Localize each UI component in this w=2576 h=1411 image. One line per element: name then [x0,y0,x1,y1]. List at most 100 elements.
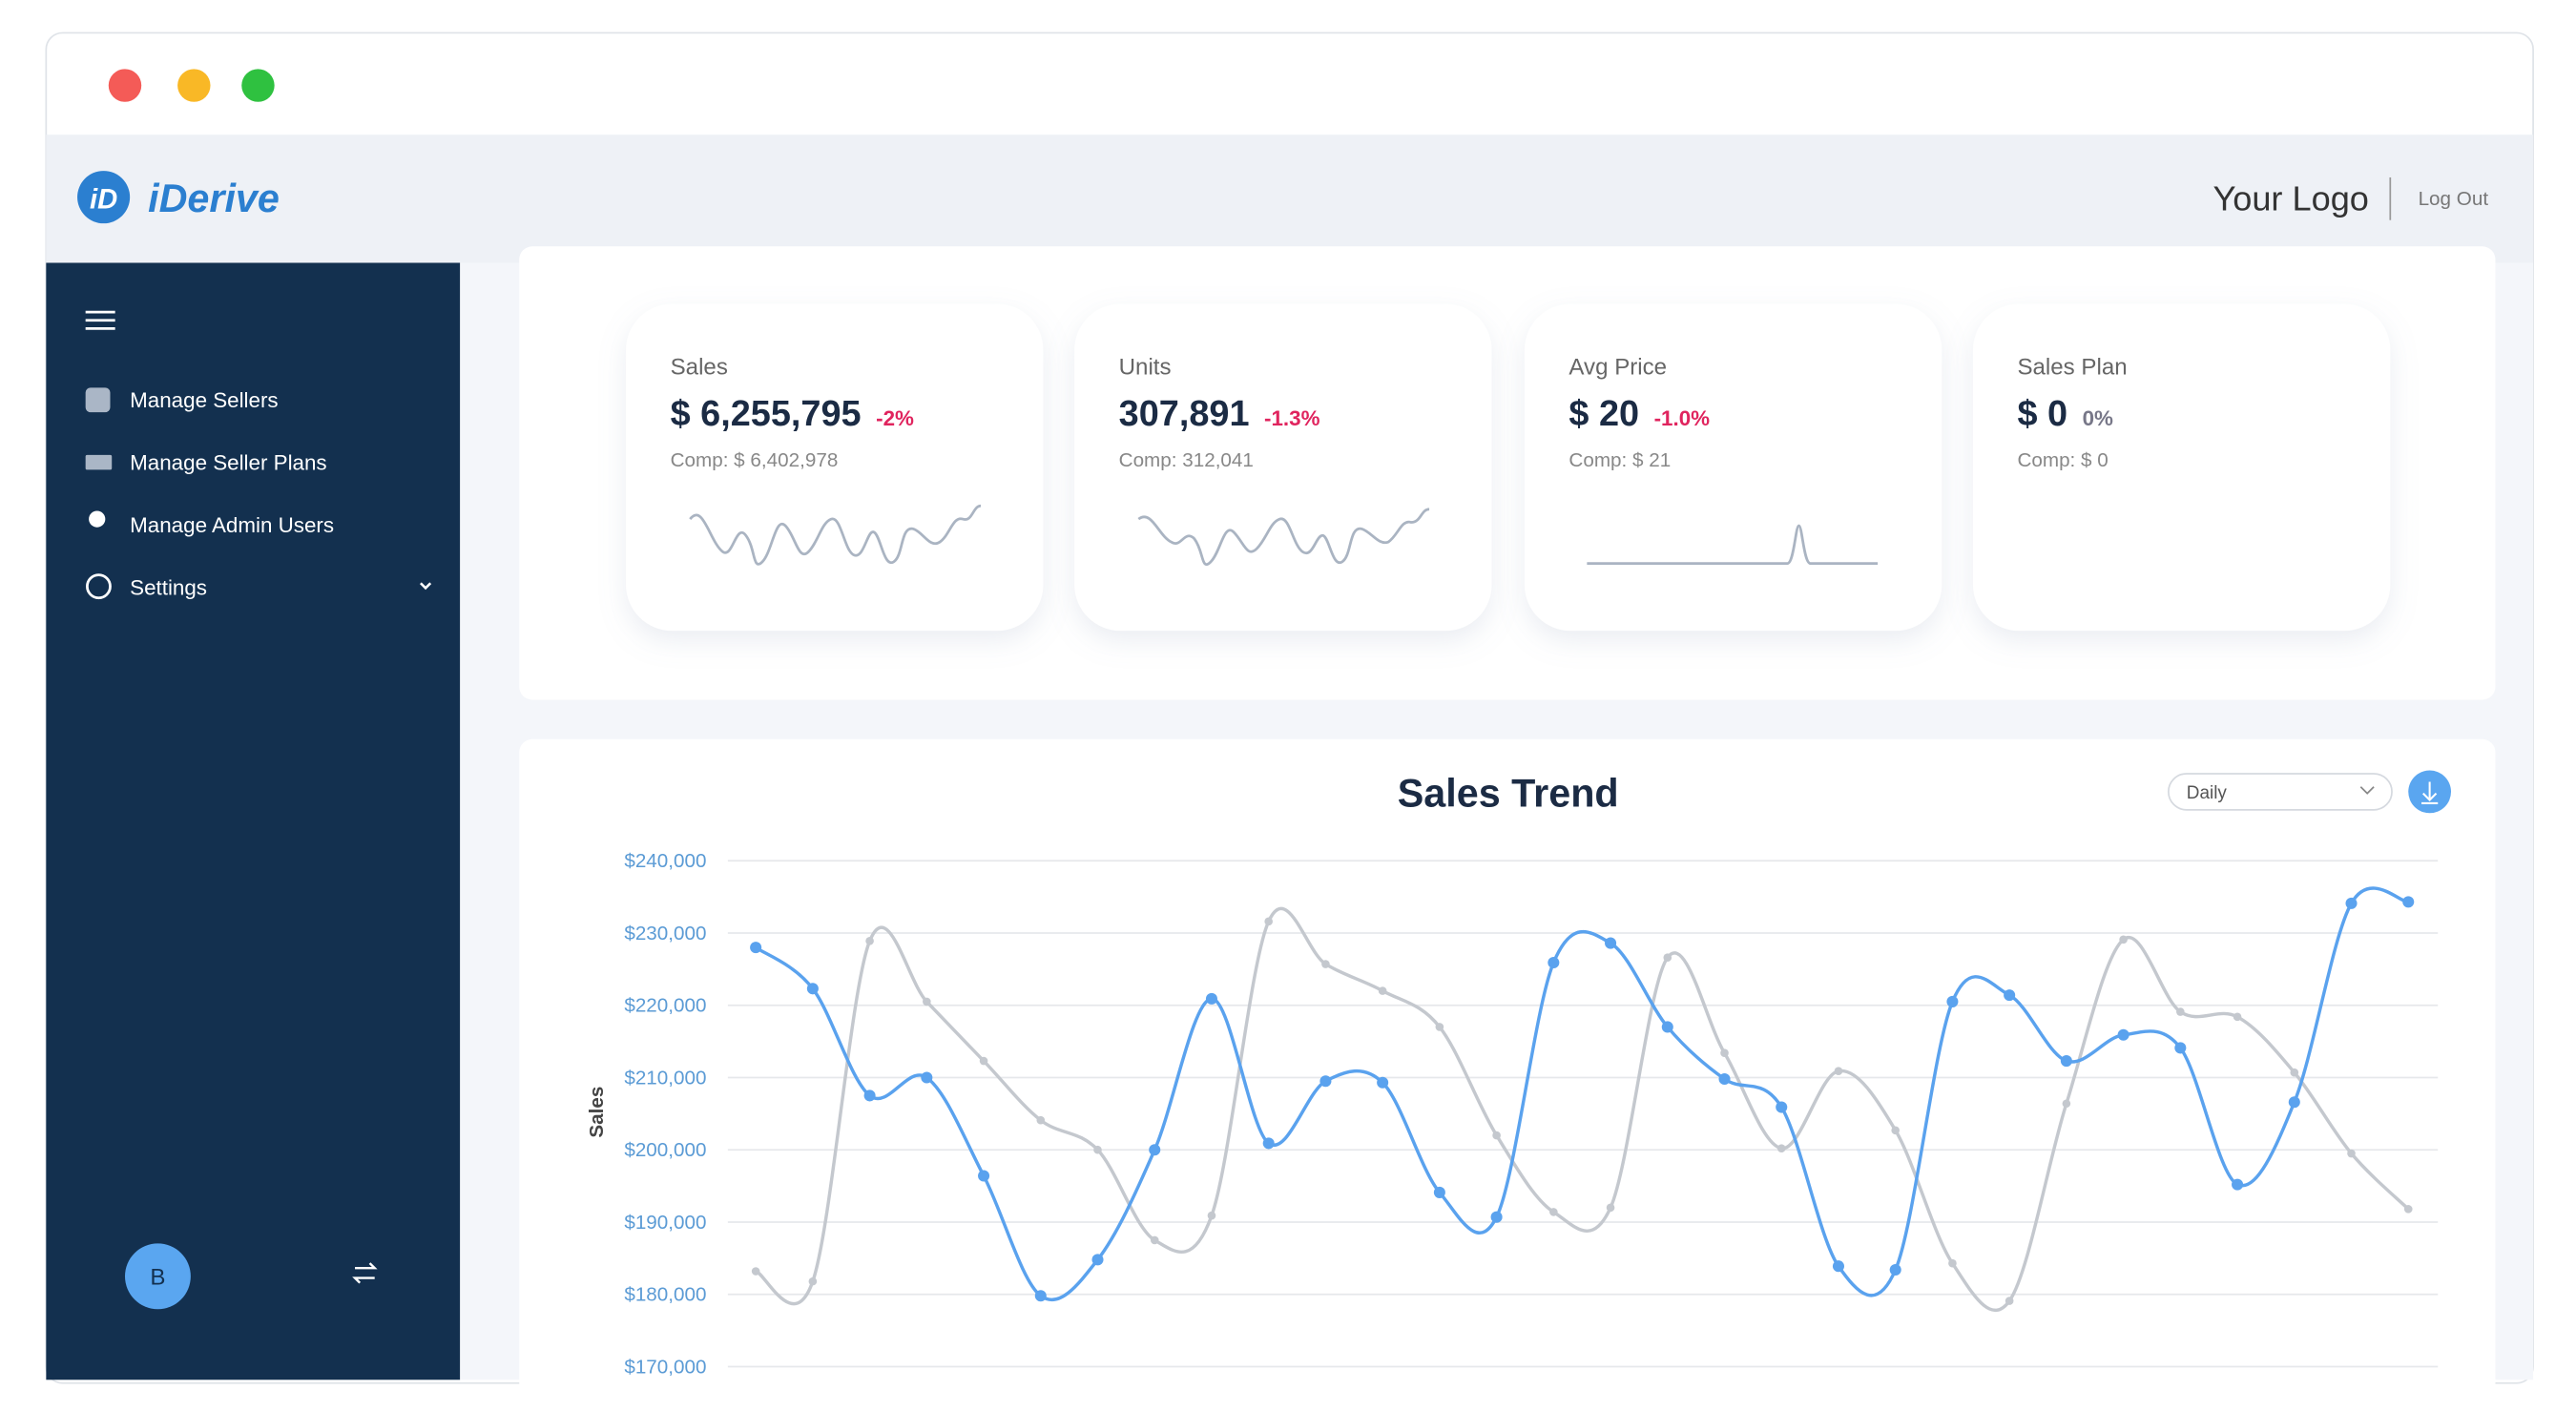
data-point [978,1170,990,1182]
data-point [808,1276,818,1286]
data-point [2290,1068,2299,1077]
close-button[interactable] [108,69,142,102]
kpi-change: 0% [2083,406,2113,430]
data-point [1891,1126,1901,1135]
sidebar [46,262,461,1380]
data-point [2403,1205,2413,1214]
y-tick-label: $200,000 [624,1139,706,1161]
minimize-button[interactable] [177,69,211,102]
menu-item[interactable]: Manage Sellers [130,388,278,412]
data-point [1605,937,1617,949]
avatar[interactable] [124,1243,191,1310]
data-point [1091,1254,1104,1266]
chart-title: Sales Trend [1398,771,1619,815]
chevron [419,582,432,591]
menu-toggle[interactable] [85,310,115,330]
kpi-comp: Comp: $ 6,402,978 [671,449,839,471]
data-point [2176,1007,2185,1016]
y-axis-label: Sales [586,1087,608,1138]
data-point [923,997,931,1006]
data-point [1776,1101,1788,1113]
brand: iDerive [148,176,280,220]
chart-panel [519,738,2496,1397]
data-point [1490,1211,1503,1223]
kpi-card [1524,303,1942,632]
kpi-comp: Comp: 312,041 [1119,449,1254,471]
data-point [1663,953,1672,963]
data-point [1718,1072,1731,1086]
maximize-button[interactable] [241,69,275,102]
data-point [921,1071,933,1084]
header [46,135,2534,263]
data-point [1378,986,1387,995]
data-point [1661,1021,1673,1033]
menu-item[interactable]: Manage Admin Users [130,513,334,537]
data-point [1264,917,1273,926]
data-point [979,1056,988,1066]
kpi-card [1074,303,1492,632]
icon [89,510,106,528]
data-point [2347,1149,2356,1158]
data-point [1321,960,1330,968]
data-point [1776,1144,1786,1153]
menu-item[interactable]: Settings [130,575,207,599]
data-point [1377,1076,1389,1089]
data-point [2004,989,2016,1002]
data-point [1549,1208,1558,1216]
data-point [1548,956,1560,969]
download-icon [2421,781,2439,804]
y-tick-label: $210,000 [624,1067,706,1089]
period-dropdown[interactable] [2168,773,2393,811]
dropdown-arrow [2359,786,2375,795]
data-point [2288,1096,2300,1109]
kpi-comp: Comp: $ 21 [1568,449,1671,471]
y-tick-label: $240,000 [624,850,706,872]
switch-icon[interactable] [352,1262,378,1284]
kpi-value: 307,891 [1119,394,1250,434]
kpi-change: -2% [876,406,914,430]
data-point [1720,1048,1729,1058]
y-tick-label: $190,000 [624,1212,706,1234]
data-point [1834,1067,1843,1075]
data-point [2402,896,2415,908]
sparkline [1587,524,1879,565]
data-point [1435,1023,1444,1031]
icon [85,454,113,470]
data-point [1149,1144,1161,1156]
data-point [2062,1099,2071,1109]
icon [86,573,112,600]
y-tick-label: $220,000 [624,995,706,1017]
data-point [865,936,874,945]
kpi-label: Avg Price [1568,355,1667,381]
data-point [2233,1012,2242,1022]
data-point [806,983,819,995]
kpi-label: Units [1119,355,1172,381]
y-tick-label: $180,000 [624,1284,706,1306]
menu-item[interactable]: Manage Seller Plans [130,450,326,474]
kpi-line: 307,891 -1.3% [1119,394,1320,434]
data-point [1034,1290,1047,1302]
sparkline [689,504,982,566]
data-point [1492,1131,1501,1140]
data-point [1948,1258,1957,1268]
kpi-line: $ 6,255,795 -2% [671,394,914,434]
data-point [750,942,762,954]
kpi-line: $ 20 -1.0% [1568,394,1710,434]
data-point [2345,897,2358,909]
kpi-comp: Comp: $ 0 [2017,449,2108,471]
data-point [2174,1042,2187,1054]
logo-text: Your Logo [2212,178,2368,218]
data-point [1606,1203,1615,1213]
kpi-label: Sales [671,355,728,381]
data-point [1433,1186,1445,1198]
data-point [2005,1297,2014,1305]
y-tick-label: $230,000 [624,923,706,944]
data-point [1205,992,1217,1005]
data-point [1207,1211,1216,1220]
sparkline [1137,508,1430,566]
kpi-value: $ 6,255,795 [671,394,862,434]
data-point [1036,1115,1046,1125]
logout[interactable]: Log Out [2419,188,2489,210]
data-point [1262,1137,1275,1150]
